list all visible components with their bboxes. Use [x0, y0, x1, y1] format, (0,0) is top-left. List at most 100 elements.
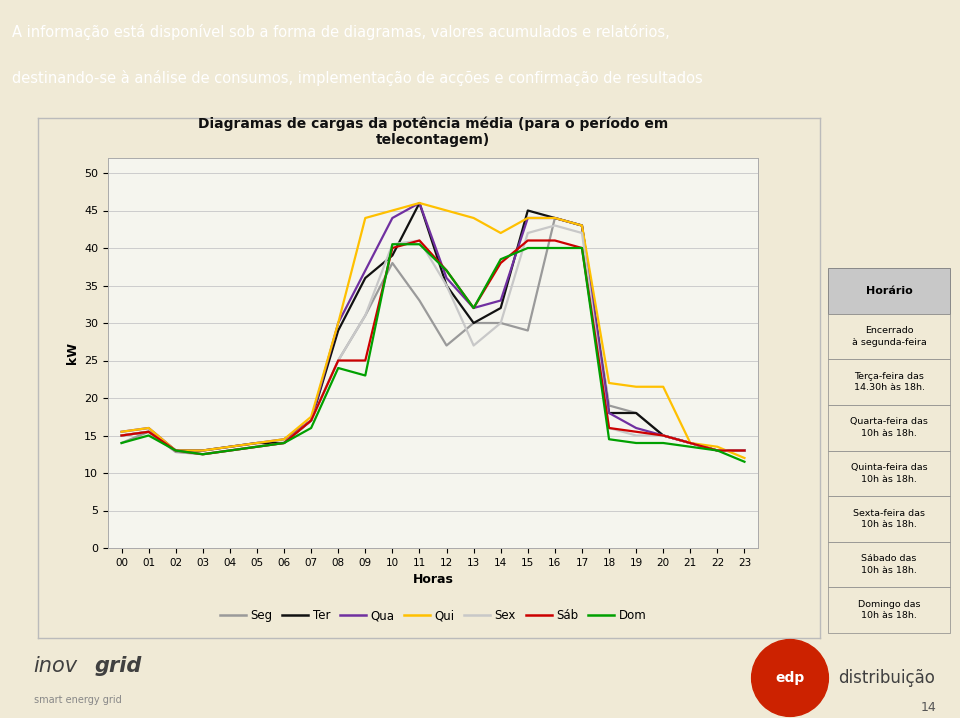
Ter: [252, 439, 263, 447]
Bar: [828, 405, 950, 450]
Dom: [576, 243, 588, 252]
X-axis label: Horas: Horas: [413, 573, 453, 587]
Dom: [658, 439, 669, 447]
Qui: [711, 442, 723, 451]
Dom: [278, 439, 290, 447]
Text: Horário: Horário: [866, 286, 912, 296]
Y-axis label: kW: kW: [65, 342, 79, 364]
Sex: [684, 439, 696, 447]
Ter: [441, 281, 452, 290]
Sex: [658, 432, 669, 440]
Qua: [658, 432, 669, 440]
Bar: [828, 450, 950, 496]
Text: destinando-se à análise de consumos, implementação de acções e confirmação de re: destinando-se à análise de consumos, imp…: [12, 70, 703, 85]
Qui: [738, 454, 750, 462]
Sáb: [522, 236, 534, 245]
Dom: [116, 439, 128, 447]
Ter: [738, 446, 750, 454]
Qua: [252, 439, 263, 447]
Sáb: [603, 424, 614, 432]
Sáb: [658, 432, 669, 440]
Qui: [603, 378, 614, 387]
Line: Qua: Qua: [122, 203, 744, 450]
Sex: [738, 446, 750, 454]
Qui: [631, 383, 642, 391]
Ter: [360, 274, 372, 282]
Ter: [658, 432, 669, 440]
Qui: [387, 206, 398, 215]
Seg: [252, 442, 263, 451]
Bar: [828, 496, 950, 542]
Ellipse shape: [752, 640, 828, 717]
Seg: [495, 319, 507, 327]
Qui: [332, 319, 344, 327]
Sáb: [711, 446, 723, 454]
Dom: [603, 435, 614, 444]
Sex: [603, 424, 614, 432]
Sáb: [332, 356, 344, 365]
Seg: [684, 439, 696, 447]
Bar: [828, 268, 950, 314]
Dom: [143, 432, 155, 440]
Dom: [441, 266, 452, 275]
Qui: [549, 214, 561, 223]
Seg: [468, 319, 479, 327]
Qua: [332, 319, 344, 327]
Sáb: [684, 439, 696, 447]
Line: Seg: Seg: [122, 218, 744, 454]
Qui: [468, 214, 479, 223]
Dom: [224, 446, 235, 454]
Dom: [360, 371, 372, 380]
Text: Sexta-feira das
10h às 18h.: Sexta-feira das 10h às 18h.: [853, 509, 925, 529]
Dom: [738, 457, 750, 466]
Qua: [522, 214, 534, 223]
Bar: [828, 314, 950, 359]
Sáb: [576, 243, 588, 252]
Bar: [828, 359, 950, 405]
Qui: [360, 214, 372, 223]
Seg: [549, 214, 561, 223]
Text: Quinta-feira das
10h às 18h.: Quinta-feira das 10h às 18h.: [851, 463, 927, 483]
Ter: [332, 326, 344, 335]
Line: Sex: Sex: [122, 225, 744, 454]
Dom: [684, 442, 696, 451]
Bar: [828, 542, 950, 587]
Seg: [738, 446, 750, 454]
Ter: [549, 214, 561, 223]
Qua: [224, 442, 235, 451]
Dom: [387, 240, 398, 248]
Text: Terça-feira das
14.30h às 18h.: Terça-feira das 14.30h às 18h.: [853, 372, 924, 392]
Ter: [143, 427, 155, 436]
Text: Quarta-feira das
10h às 18h.: Quarta-feira das 10h às 18h.: [850, 417, 928, 438]
Qua: [576, 221, 588, 230]
Ter: [305, 416, 317, 425]
Seg: [387, 258, 398, 267]
Sáb: [738, 446, 750, 454]
Qui: [197, 446, 208, 454]
Ter: [631, 409, 642, 417]
Dom: [170, 446, 181, 454]
Sáb: [468, 304, 479, 312]
Seg: [576, 221, 588, 230]
Qua: [631, 424, 642, 432]
Seg: [116, 439, 128, 447]
Seg: [711, 446, 723, 454]
Sex: [711, 446, 723, 454]
Line: Ter: Ter: [122, 203, 744, 450]
Seg: [658, 432, 669, 440]
Sáb: [278, 439, 290, 447]
Ter: [711, 446, 723, 454]
Sex: [468, 341, 479, 350]
Qui: [495, 229, 507, 238]
Qui: [441, 206, 452, 215]
Sex: [224, 446, 235, 454]
Qua: [197, 446, 208, 454]
Sex: [197, 450, 208, 459]
Seg: [360, 311, 372, 320]
Text: smart energy grid: smart energy grid: [34, 696, 121, 705]
Text: inov: inov: [34, 656, 78, 676]
Qua: [414, 199, 425, 208]
Sáb: [631, 427, 642, 436]
Sex: [631, 432, 642, 440]
Sex: [170, 446, 181, 454]
